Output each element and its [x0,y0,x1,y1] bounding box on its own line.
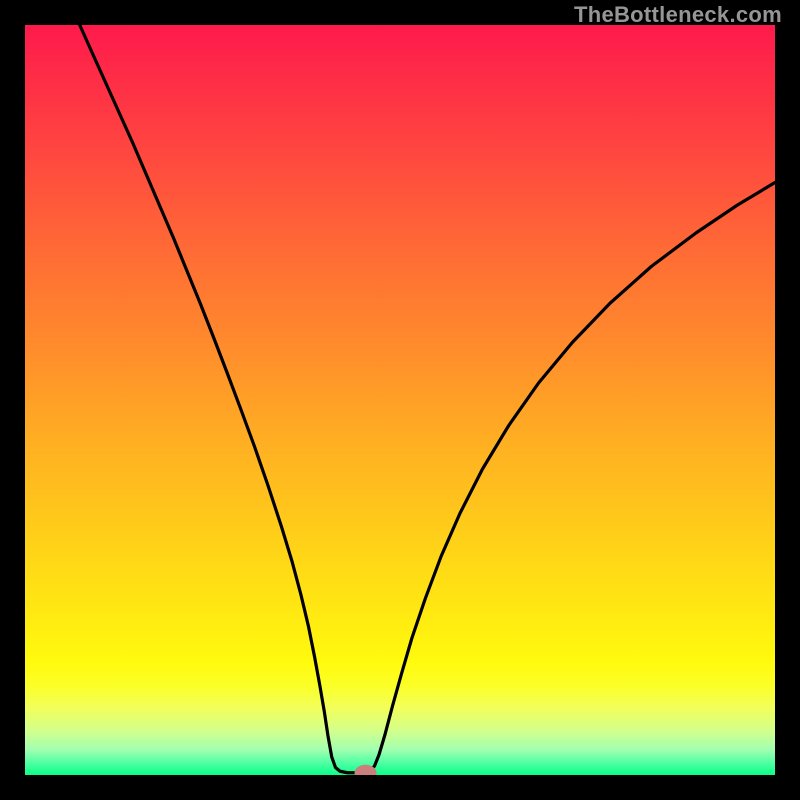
chart-plot-area [25,25,775,775]
watermark-text: TheBottleneck.com [574,2,782,28]
gradient-background [25,25,775,775]
outer-frame: TheBottleneck.com [0,0,800,800]
bottleneck-curve-chart [25,25,775,775]
